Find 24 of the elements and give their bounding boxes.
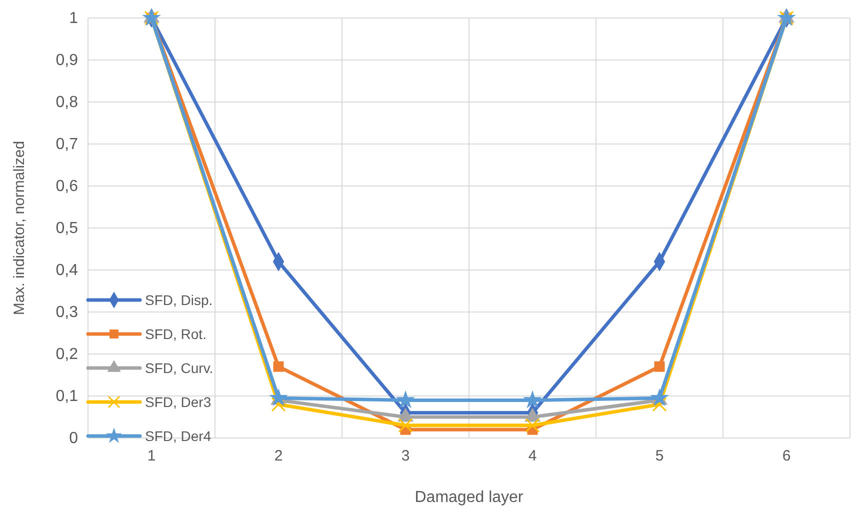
y-axis-title: Max. indicator, normalized bbox=[11, 140, 28, 316]
y-tick-label: 0,9 bbox=[56, 52, 78, 70]
legend-label: SFD, Der4 bbox=[145, 428, 212, 444]
y-tick-label: 1 bbox=[69, 10, 78, 28]
y-tick-label: 0,2 bbox=[56, 346, 78, 364]
x-axis-title: Damaged layer bbox=[414, 489, 524, 506]
legend-label: SFD, Disp. bbox=[145, 292, 213, 308]
y-tick-label: 0,7 bbox=[56, 136, 78, 154]
y-tick-label: 0,3 bbox=[56, 304, 78, 322]
x-tick-label: 1 bbox=[147, 448, 156, 465]
y-tick-label: 0,1 bbox=[56, 388, 78, 406]
legend-label: SFD, Curv. bbox=[145, 360, 214, 376]
y-tick-label: 0 bbox=[69, 430, 78, 448]
x-tick-label: 6 bbox=[782, 448, 791, 465]
y-tick-label: 0,8 bbox=[56, 94, 78, 112]
legend-label: SFD, Der3 bbox=[145, 394, 212, 410]
x-tick-label: 2 bbox=[274, 448, 283, 465]
legend-label: SFD, Rot. bbox=[145, 326, 206, 342]
y-tick-label: 0,5 bbox=[56, 220, 78, 238]
y-tick-label: 0,4 bbox=[56, 262, 78, 280]
y-tick-label: 0,6 bbox=[56, 178, 78, 196]
x-tick-label: 4 bbox=[528, 448, 537, 465]
x-tick-label: 3 bbox=[401, 448, 410, 465]
x-tick-label: 5 bbox=[655, 448, 664, 465]
